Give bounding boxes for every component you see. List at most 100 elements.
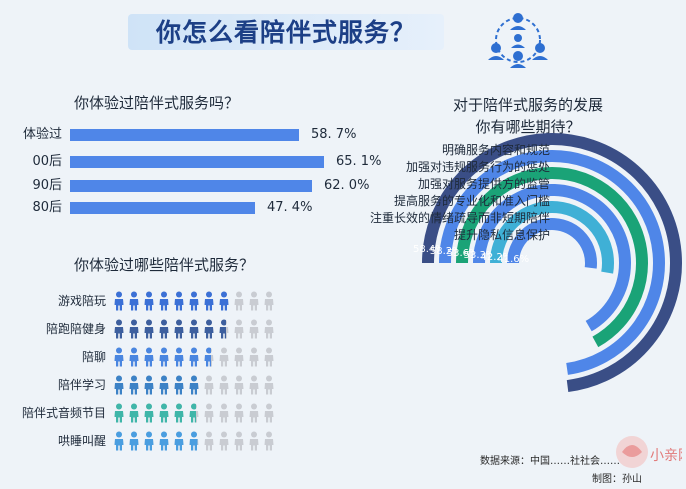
bar-category-label: 90后	[32, 178, 62, 193]
radial-category-label: 提高服务的专业化和准入门槛	[393, 194, 550, 208]
title-band	[128, 14, 444, 50]
radial-value-label: 41.6%	[497, 254, 529, 265]
person-icon	[159, 375, 169, 395]
pictograph-row: 陪跑陪健身	[0, 318, 360, 340]
person-icon	[219, 431, 229, 451]
person-icon	[204, 431, 214, 451]
bar-row: 00后 65. 1%	[0, 154, 686, 170]
person-icon	[114, 431, 124, 451]
person-icons	[114, 319, 274, 339]
radial-value-label: 53.3%	[464, 250, 496, 261]
radial-bar	[473, 184, 631, 332]
radial-bar	[422, 133, 682, 392]
person-icon	[159, 403, 169, 423]
chart-credit: 制图：孙山	[592, 474, 642, 485]
person-icons	[114, 375, 274, 395]
bar-row: 体验过 58. 7%	[0, 127, 686, 143]
chart3-category-labels: 明确服务内容和规范 加强对违规服务行为的惩处 加强对服务提供方的监管 提高服务的专业化…	[300, 143, 550, 280]
bar-category-label: 00后	[32, 154, 62, 169]
person-icon	[249, 431, 259, 451]
radial-value-label: 58.4%	[413, 244, 445, 255]
pictograph-category-label: 陪伴学习	[57, 378, 106, 392]
person-icon	[114, 319, 124, 339]
person-icon	[219, 403, 229, 423]
person-icon	[219, 375, 229, 395]
bar-value-label: 58. 7%	[311, 127, 357, 142]
person-icon	[129, 403, 139, 423]
svg-text:小亲网: 小亲网	[650, 448, 682, 464]
person-icon	[204, 319, 214, 339]
bar	[70, 129, 299, 141]
person-icon	[204, 375, 214, 395]
radial-bar	[456, 167, 648, 348]
radial-category-label: 加强对违规服务行为的惩处	[405, 160, 550, 174]
people-network-icon	[488, 13, 548, 68]
person-icon	[144, 375, 154, 395]
person-icon	[129, 319, 139, 339]
radial-category-label: 注重长效的情绪疏导而非短期陪伴	[369, 211, 550, 225]
chart3-title: 对于陪伴式服务的发展 你有哪些期待？	[452, 96, 603, 136]
person-icon	[249, 347, 259, 367]
person-icon	[114, 403, 124, 423]
person-icon	[204, 403, 214, 423]
person-icon	[249, 403, 259, 423]
person-icon	[174, 431, 184, 451]
person-icon	[234, 319, 244, 339]
person-icon	[189, 403, 196, 423]
person-icons	[114, 291, 274, 311]
person-icon	[219, 347, 229, 367]
pictograph-row: 陪聊	[0, 346, 360, 368]
bar-category-label: 80后	[32, 200, 62, 215]
person-icon	[114, 347, 124, 367]
page-title: 你怎么看陪伴式服务？	[155, 18, 416, 47]
person-icon	[174, 291, 184, 311]
radial-category-label: 提升隐私信息保护	[453, 228, 550, 242]
person-icon	[234, 375, 244, 395]
person-icon	[144, 403, 154, 423]
person-icon	[159, 291, 169, 311]
watermark-logo: 小亲网	[616, 436, 682, 468]
radial-bar	[490, 201, 614, 274]
radial-value-label: 58.2%	[430, 246, 462, 257]
person-icon	[144, 347, 154, 367]
person-icon	[264, 347, 274, 367]
person-icon	[234, 403, 244, 423]
person-icon	[264, 291, 274, 311]
person-icon	[174, 347, 184, 367]
person-icon	[129, 375, 139, 395]
person-icon	[159, 347, 169, 367]
chart2-title: 你体验过哪些陪伴式服务？	[74, 256, 255, 274]
person-icon	[264, 319, 274, 339]
person-icon	[264, 403, 274, 423]
person-icon	[264, 375, 274, 395]
pictograph-row: 陪伴式音频节目	[0, 402, 360, 424]
person-icon	[129, 431, 139, 451]
chart1-title: 你体验过陪伴式服务吗？	[74, 94, 240, 112]
radial-category-label: 加强对服务提供方的监管	[417, 177, 550, 191]
person-icon	[264, 431, 274, 451]
person-icon	[159, 319, 169, 339]
bar-value-label: 62. 0%	[324, 178, 370, 193]
person-icon	[234, 431, 244, 451]
person-icon	[189, 375, 199, 395]
pictograph-row: 哄睡叫醒	[0, 430, 360, 452]
bar	[70, 156, 324, 168]
pictograph-category-label: 陪伴式音频节目	[21, 406, 106, 420]
radial-value-label: 42.2%	[481, 252, 513, 263]
person-icon	[219, 291, 229, 311]
pictograph-category-label: 陪跑陪健身	[45, 322, 106, 336]
person-icon	[189, 319, 199, 339]
person-icon	[114, 291, 124, 311]
person-icons	[114, 403, 274, 423]
person-icon	[144, 431, 154, 451]
person-icon	[159, 431, 169, 451]
radial-value-label: 53.6%	[447, 248, 479, 259]
data-source: 数据来源：中国……社社会……	[480, 456, 620, 467]
person-icon	[189, 347, 199, 367]
person-icon	[189, 431, 198, 451]
person-icon	[129, 291, 139, 311]
person-icon	[204, 347, 211, 367]
person-icon	[129, 347, 139, 367]
pictograph-category-label: 哄睡叫醒	[57, 434, 106, 448]
